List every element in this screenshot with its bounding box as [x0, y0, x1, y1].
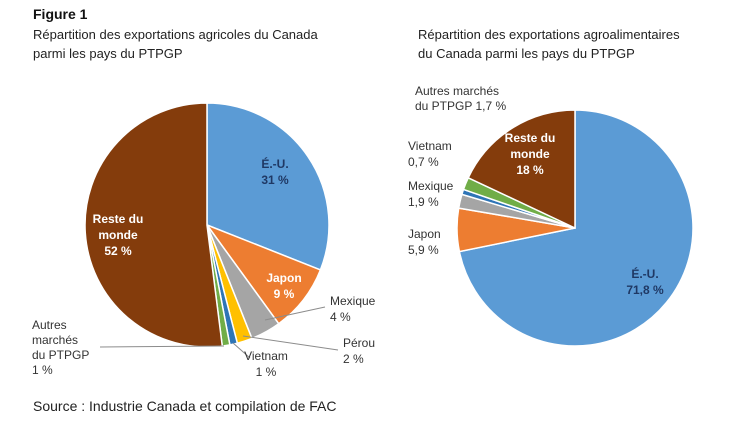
left-label-e-u-line-1: É.-U. — [261, 156, 288, 171]
right-slice-e-u — [458, 109, 694, 347]
left-leader-autres-marches-du-ptpgp — [99, 345, 225, 348]
right-chart-title: Répartition des exportations agroaliment… — [418, 25, 738, 63]
left-leader-perou — [242, 335, 339, 351]
right-label-autres-marches-du-ptpgp-line-2: du PTPGP 1,7 % — [415, 99, 506, 113]
left-chart-title-line-1: Répartition des exportations agricoles d… — [33, 27, 318, 42]
right-label-japon-line-1: Japon — [408, 227, 441, 241]
right-label-reste-du-monde-line-2: monde — [510, 147, 550, 161]
right-label-mexique-line-1: Mexique — [408, 179, 454, 193]
left-slice-reste-du-monde — [84, 102, 224, 348]
left-label-autres-marches-du-ptpgp-line-3: du PTPGP — [32, 348, 89, 362]
left-label-e-u: É.-U. 31 % — [261, 156, 289, 187]
left-label-autres-marches-du-ptpgp: Autres marchés du PTPGP 1 % — [32, 318, 89, 377]
left-label-autres-marches-du-ptpgp-line-2: marchés — [32, 333, 78, 347]
left-label-reste-du-monde-line-3: 52 % — [104, 244, 132, 258]
left-label-japon-line-1: Japon — [266, 271, 301, 285]
left-label-reste-du-monde-line-2: monde — [98, 228, 138, 242]
left-chart-title: Répartition des exportations agricoles d… — [33, 25, 353, 63]
left-slice-e-u — [206, 102, 330, 271]
left-label-japon-line-2: 9 % — [274, 287, 295, 301]
left-label-vietnam-line-1: Vietnam — [244, 349, 288, 363]
right-label-mexique: Mexique 1,9 % — [408, 179, 454, 209]
left-label-perou-line-2: 2 % — [343, 352, 364, 366]
left-label-mexique-line-2: 4 % — [330, 310, 351, 324]
right-chart-title-line-2: du Canada parmi les pays du PTPGP — [418, 46, 635, 61]
left-leader-mexique — [264, 306, 326, 321]
left-label-reste-du-monde: Reste du monde 52 % — [93, 212, 144, 258]
left-label-mexique: Mexique 4 % — [330, 294, 376, 324]
left-label-vietnam: Vietnam 1 % — [244, 349, 288, 379]
left-label-autres-marches-du-ptpgp-line-4: 1 % — [32, 363, 53, 377]
left-label-perou-line-1: Pérou — [343, 336, 375, 350]
right-label-autres-marches-du-ptpgp: Autres marchés du PTPGP 1,7 % — [415, 84, 506, 113]
right-slice-reste-du-monde — [467, 109, 576, 230]
left-label-reste-du-monde-line-1: Reste du — [93, 212, 144, 226]
right-label-e-u: É.-U. 71,8 % — [626, 266, 664, 297]
left-pie — [84, 102, 330, 348]
left-label-vietnam-line-2: 1 % — [256, 365, 277, 379]
figure-label: Figure 1 — [33, 6, 88, 22]
left-chart-title-line-2: parmi les pays du PTPGP — [33, 46, 183, 61]
left-label-japon: Japon 9 % — [266, 271, 301, 301]
right-label-vietnam: Vietnam 0,7 % — [408, 139, 452, 169]
right-label-autres-marches-du-ptpgp-line-1: Autres marchés — [415, 84, 499, 98]
right-label-e-u-line-2: 71,8 % — [626, 283, 664, 297]
right-label-reste-du-monde-line-3: 18 % — [516, 163, 544, 177]
right-label-vietnam-line-2: 0,7 % — [408, 155, 439, 169]
right-pie — [456, 109, 694, 347]
left-label-e-u-line-2: 31 % — [261, 173, 289, 187]
right-label-reste-du-monde: Reste du monde 18 % — [505, 131, 556, 177]
right-label-mexique-line-2: 1,9 % — [408, 195, 439, 209]
left-label-autres-marches-du-ptpgp-line-1: Autres — [32, 318, 67, 332]
right-label-japon-line-2: 5,9 % — [408, 243, 439, 257]
right-label-reste-du-monde-line-1: Reste du — [505, 131, 556, 145]
right-label-e-u-line-1: É.-U. — [631, 266, 658, 281]
right-label-japon: Japon 5,9 % — [408, 227, 441, 257]
right-chart-title-line-1: Répartition des exportations agroaliment… — [418, 27, 680, 42]
left-label-perou: Pérou 2 % — [343, 336, 375, 366]
left-label-mexique-line-1: Mexique — [330, 294, 376, 308]
left-leader-vietnam — [232, 342, 251, 359]
right-label-vietnam-line-1: Vietnam — [408, 139, 452, 153]
source-note: Source : Industrie Canada et compilation… — [33, 398, 337, 414]
